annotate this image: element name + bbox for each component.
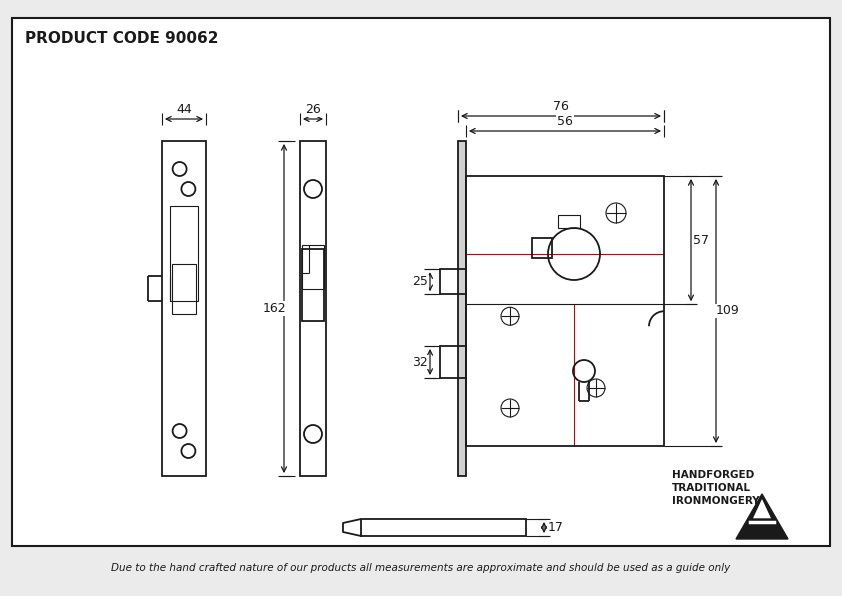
Bar xyxy=(361,519,526,536)
Text: 76: 76 xyxy=(553,100,569,113)
Text: 162: 162 xyxy=(262,302,285,315)
Bar xyxy=(532,238,552,258)
Text: Due to the hand crafted nature of our products all measurements are approximate : Due to the hand crafted nature of our pr… xyxy=(111,563,731,573)
Bar xyxy=(302,249,324,321)
Text: 56: 56 xyxy=(557,115,573,128)
Bar xyxy=(466,176,664,446)
Text: PRODUCT CODE 90062: PRODUCT CODE 90062 xyxy=(25,31,219,46)
Text: TRADITIONAL: TRADITIONAL xyxy=(672,483,751,493)
Bar xyxy=(12,18,830,546)
Bar xyxy=(558,215,580,228)
Bar xyxy=(302,245,324,289)
Text: 26: 26 xyxy=(305,103,321,116)
Polygon shape xyxy=(753,499,771,519)
Bar xyxy=(440,269,466,294)
Bar xyxy=(170,206,198,301)
Text: 57: 57 xyxy=(693,234,709,247)
Bar xyxy=(440,346,466,378)
Bar xyxy=(458,141,466,476)
Bar xyxy=(162,141,206,476)
Text: 32: 32 xyxy=(412,355,428,368)
Bar xyxy=(300,141,326,476)
Polygon shape xyxy=(343,519,361,536)
Text: IRONMONGERY: IRONMONGERY xyxy=(672,496,759,506)
Bar xyxy=(172,264,196,314)
Text: 44: 44 xyxy=(176,103,192,116)
Text: 17: 17 xyxy=(548,521,564,534)
Text: 25: 25 xyxy=(412,275,428,288)
Polygon shape xyxy=(736,494,788,539)
Text: HANDFORGED: HANDFORGED xyxy=(672,470,754,480)
Text: 109: 109 xyxy=(717,305,740,318)
